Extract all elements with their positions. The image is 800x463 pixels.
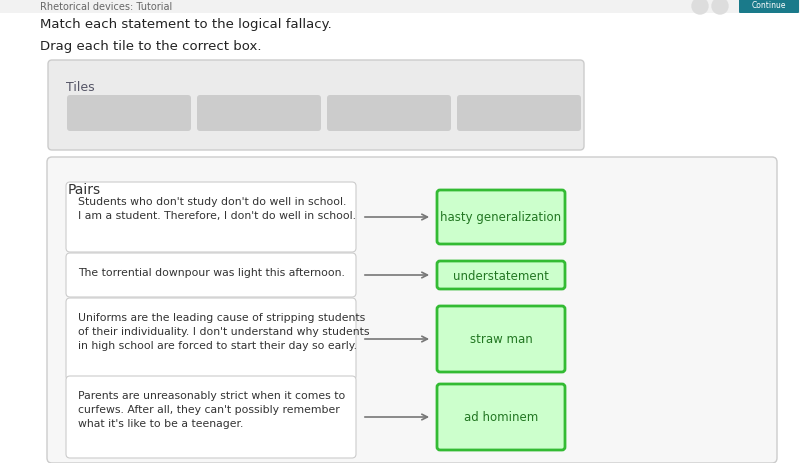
FancyBboxPatch shape — [437, 307, 565, 372]
Text: Continue: Continue — [752, 1, 786, 11]
Text: Drag each tile to the correct box.: Drag each tile to the correct box. — [40, 40, 262, 53]
FancyBboxPatch shape — [66, 253, 356, 297]
FancyBboxPatch shape — [67, 96, 191, 131]
Text: ad hominem: ad hominem — [464, 411, 538, 424]
FancyBboxPatch shape — [739, 0, 799, 14]
Circle shape — [692, 0, 708, 15]
Text: Rhetorical devices: Tutorial: Rhetorical devices: Tutorial — [40, 2, 172, 12]
FancyBboxPatch shape — [327, 96, 451, 131]
Text: The torrential downpour was light this afternoon.: The torrential downpour was light this a… — [78, 268, 345, 277]
FancyBboxPatch shape — [0, 0, 800, 14]
Text: understatement: understatement — [453, 269, 549, 282]
FancyBboxPatch shape — [197, 96, 321, 131]
FancyBboxPatch shape — [437, 262, 565, 289]
FancyBboxPatch shape — [437, 384, 565, 450]
Circle shape — [712, 0, 728, 15]
Text: Parents are unreasonably strict when it comes to
curfews. After all, they can't : Parents are unreasonably strict when it … — [78, 390, 346, 428]
FancyBboxPatch shape — [437, 191, 565, 244]
FancyBboxPatch shape — [66, 182, 356, 252]
Text: Pairs: Pairs — [68, 182, 101, 197]
FancyBboxPatch shape — [47, 158, 777, 463]
FancyBboxPatch shape — [457, 96, 581, 131]
Text: Tiles: Tiles — [66, 81, 94, 94]
Text: hasty generalization: hasty generalization — [441, 211, 562, 224]
FancyBboxPatch shape — [48, 61, 584, 150]
Text: Uniforms are the leading cause of stripping students
of their individuality. I d: Uniforms are the leading cause of stripp… — [78, 313, 370, 350]
Text: Students who don't study don't do well in school.
I am a student. Therefore, I d: Students who don't study don't do well i… — [78, 197, 356, 220]
Text: straw man: straw man — [470, 333, 532, 346]
Text: Match each statement to the logical fallacy.: Match each statement to the logical fall… — [40, 18, 332, 31]
FancyBboxPatch shape — [0, 0, 800, 14]
FancyBboxPatch shape — [66, 376, 356, 458]
FancyBboxPatch shape — [66, 298, 356, 380]
